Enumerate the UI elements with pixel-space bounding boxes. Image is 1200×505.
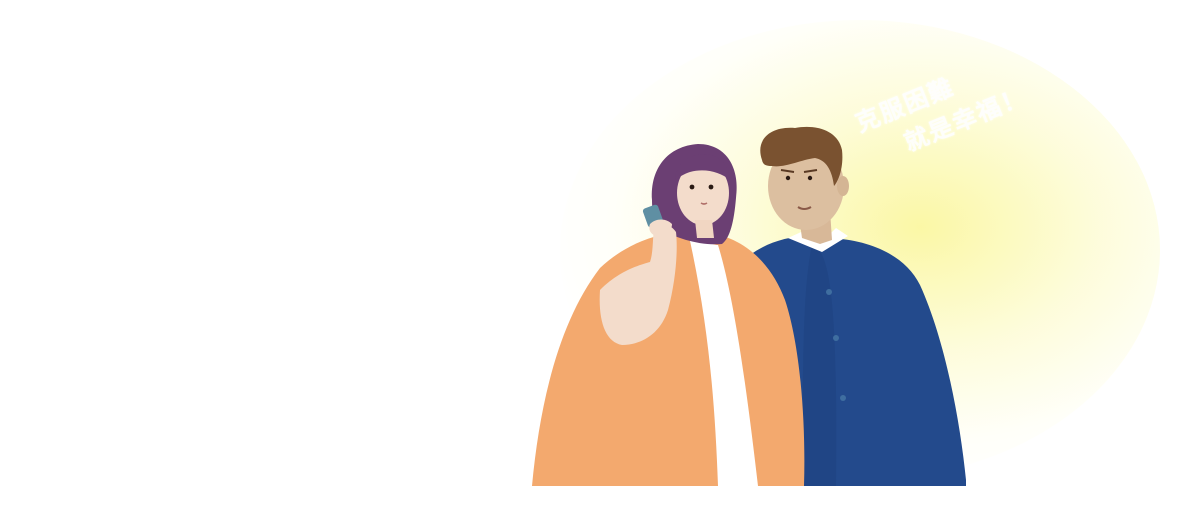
woman-scarf (688, 232, 758, 486)
woman-arm (599, 223, 677, 345)
man-hair (760, 126, 843, 186)
man-figure (750, 126, 966, 486)
woman-figure (532, 144, 805, 486)
woman-face (677, 161, 729, 225)
